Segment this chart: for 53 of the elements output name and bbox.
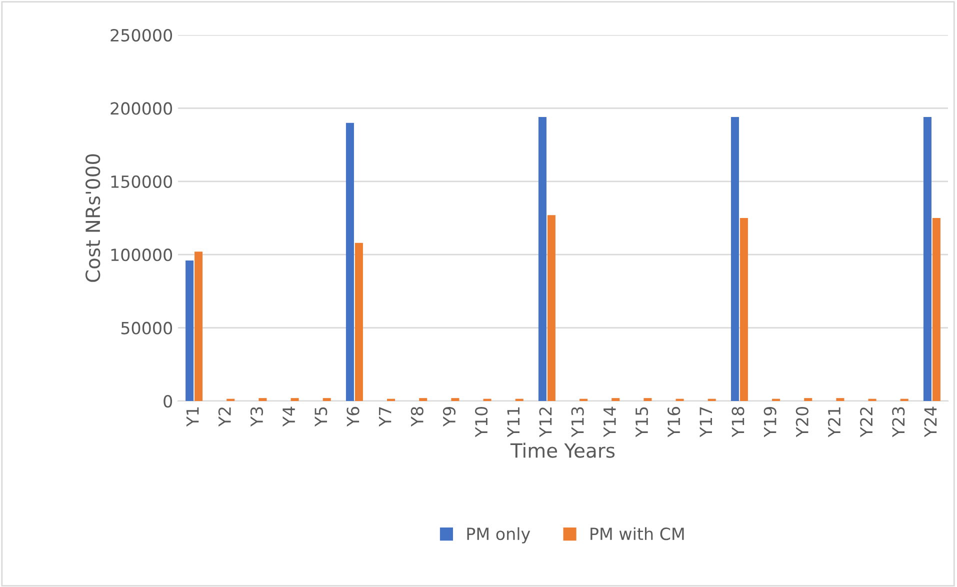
bar (612, 398, 620, 401)
bar (836, 398, 844, 401)
x-tick-label: Y4 (282, 406, 295, 427)
x-tick-label: Y10 (475, 406, 488, 438)
x-tick-label: Y22 (860, 408, 872, 438)
x-tick-label: Y19 (764, 407, 776, 438)
bar (740, 218, 748, 401)
x-tick-label: Y6 (346, 406, 360, 427)
legend-label: PM only (467, 527, 530, 544)
x-tick-label: Y16 (668, 406, 680, 438)
y-tick-label: 100000 (111, 248, 172, 262)
bar (290, 398, 299, 401)
y-tick-label: 250000 (110, 28, 172, 42)
x-tick-label: Y1 (186, 407, 199, 427)
bar (419, 398, 428, 401)
x-tick-label: Y20 (796, 406, 808, 438)
bar (932, 218, 940, 401)
x-tick-label: Y3 (250, 407, 264, 427)
x-tick-label: Y15 (636, 407, 648, 438)
x-tick-label: Y2 (218, 408, 231, 427)
legend-label: PM with CM (590, 527, 684, 540)
bar (186, 260, 194, 401)
bar (346, 122, 354, 401)
x-tick-label: Y5 (314, 407, 328, 427)
bar (538, 116, 546, 401)
bar (644, 398, 652, 401)
y-tick-label: 200000 (110, 102, 172, 115)
bar (322, 398, 331, 401)
x-tick-label: Y21 (828, 407, 840, 438)
bar (730, 116, 739, 401)
x-tick-label: Y23 (892, 407, 905, 438)
y-axis-title: Cost NRs'000 (85, 154, 100, 282)
y-tick-label: 50000 (121, 322, 172, 334)
bar (194, 252, 203, 401)
y-tick-label: 0 (164, 394, 172, 408)
bar (258, 398, 267, 401)
x-tick-label: Y8 (410, 407, 424, 427)
x-tick-label: Y9 (442, 407, 456, 427)
x-tick-label: Y14 (604, 406, 616, 438)
x-tick-label: Y17 (700, 407, 712, 438)
x-tick-label: Y13 (571, 407, 584, 438)
bar (923, 116, 932, 401)
x-tick-label: Y24 (924, 406, 937, 438)
bar (451, 398, 460, 401)
bar (804, 398, 812, 401)
x-tick-label: Y7 (378, 407, 392, 427)
bar (354, 242, 363, 401)
x-axis-title: Time Years (510, 442, 615, 458)
y-tick-label: 150000 (111, 175, 172, 188)
bar (547, 215, 556, 401)
x-tick-label: Y18 (732, 407, 744, 438)
x-tick-label: Y11 (507, 407, 520, 438)
x-tick-label: Y12 (539, 408, 552, 438)
